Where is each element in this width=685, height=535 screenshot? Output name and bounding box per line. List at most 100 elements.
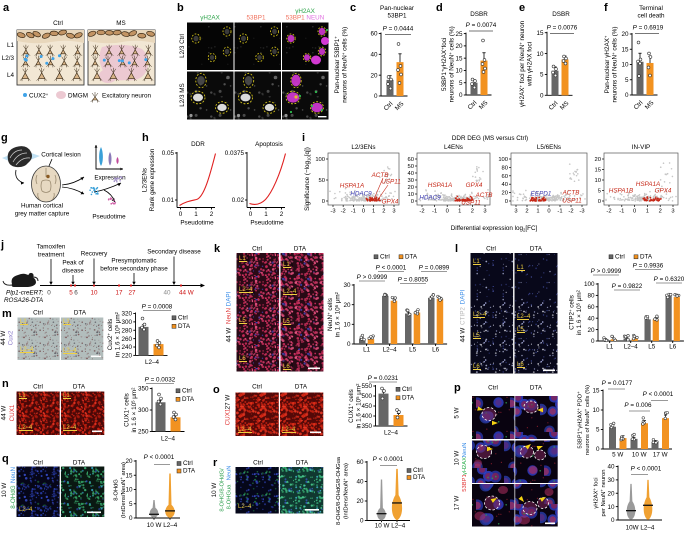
svg-text:20: 20 <box>343 302 351 309</box>
svg-text:10 W L2–4: 10 W L2–4 <box>147 522 178 529</box>
svg-text:8-OHdG: 8-OHdG <box>10 485 17 509</box>
svg-text:NeuN: NeuN <box>462 443 468 458</box>
svg-text:Ctrl: Ctrl <box>178 315 188 322</box>
svg-text:P = 0.0444: P = 0.0444 <box>383 26 414 33</box>
svg-text:2: 2 <box>471 209 474 215</box>
svg-text:L6: L6 <box>283 364 290 370</box>
svg-text:DTA: DTA <box>183 468 196 475</box>
svg-text:P > 0.9999: P > 0.9999 <box>591 268 622 275</box>
svg-text:0.02: 0.02 <box>232 197 245 204</box>
svg-text:DTA: DTA <box>405 254 418 261</box>
svg-text:Ctrl: Ctrl <box>183 460 193 467</box>
svg-text:250: 250 <box>138 429 149 436</box>
svg-text:0.0375: 0.0375 <box>225 150 245 157</box>
svg-text:Ctrl: Ctrl <box>486 246 496 253</box>
svg-text:DTA: DTA <box>295 384 308 391</box>
svg-text:-1: -1 <box>351 209 356 215</box>
svg-text:40: 40 <box>356 479 364 486</box>
svg-text:L2–4: L2–4 <box>238 427 252 433</box>
svg-text:Human cortical: Human cortical <box>21 203 63 210</box>
svg-text:p: p <box>454 382 461 394</box>
svg-text:L1: L1 <box>239 256 246 262</box>
svg-text:60: 60 <box>502 174 508 180</box>
svg-text:treatment: treatment <box>38 252 65 259</box>
svg-text:20: 20 <box>125 458 133 465</box>
svg-text:320: 320 <box>121 311 132 318</box>
svg-text:q: q <box>2 453 9 465</box>
svg-text:P < 0.0001: P < 0.0001 <box>144 454 175 461</box>
svg-text:with γH2AX foci: with γH2AX foci <box>527 42 534 87</box>
svg-text:80: 80 <box>502 165 508 171</box>
svg-text:27: 27 <box>128 290 136 297</box>
svg-text:Pan-nuclear: Pan-nuclear <box>380 5 414 12</box>
svg-text:k: k <box>214 243 221 255</box>
svg-text:GPX4: GPX4 <box>382 199 399 206</box>
svg-text:P = 0.0177: P = 0.0177 <box>602 380 633 387</box>
svg-text:e: e <box>519 2 525 14</box>
svg-text:L1: L1 <box>63 393 70 399</box>
svg-text:300: 300 <box>138 407 149 414</box>
svg-text:CTIP2+ cells: CTIP2+ cells <box>568 295 576 330</box>
svg-text:L5: L5 <box>283 319 290 325</box>
svg-text:L1: L1 <box>63 319 70 325</box>
svg-text:L1: L1 <box>283 262 290 268</box>
svg-text:53BP1 NEUN: 53BP1 NEUN <box>286 15 325 22</box>
svg-text:8-OHdG: 8-OHdG <box>114 479 120 501</box>
svg-text:L2–4: L2–4 <box>473 312 487 318</box>
svg-text:0.05: 0.05 <box>162 150 175 157</box>
svg-text:3: 3 <box>514 209 517 215</box>
svg-text:500: 500 <box>361 393 372 400</box>
svg-text:L1: L1 <box>517 265 524 271</box>
svg-text:5: 5 <box>596 427 600 434</box>
svg-text:-2: -2 <box>341 209 346 215</box>
svg-text:DTA: DTA <box>530 385 543 392</box>
svg-text:10 W: 10 W <box>1 483 8 498</box>
svg-text:DDR DEG (MS versus Ctrl): DDR DEG (MS versus Ctrl) <box>452 135 528 142</box>
svg-text:Peak of: Peak of <box>62 260 84 267</box>
svg-text:cell death: cell death <box>638 13 665 20</box>
svg-text:CUX1+ cells: CUX1+ cells <box>347 389 355 423</box>
svg-text:Tamoxifen: Tamoxifen <box>37 244 66 251</box>
svg-text:ACTB: ACTB <box>371 172 389 179</box>
svg-text:8-OHG/8-OHdG/8-OHGua: 8-OHG/8-OHdG/8-OHGua <box>336 456 342 525</box>
svg-text:ACTB: ACTB <box>562 190 580 197</box>
svg-text:DTA: DTA <box>182 396 195 403</box>
svg-text:44 W: 44 W <box>179 290 194 297</box>
svg-text:44 W: 44 W <box>226 328 233 343</box>
svg-text:l: l <box>455 243 458 255</box>
svg-text:(IntDens/NeuN+ area): (IntDens/NeuN+ area) <box>119 462 127 518</box>
svg-text:0: 0 <box>411 199 414 205</box>
svg-text:10: 10 <box>125 487 133 494</box>
svg-text:Pseudotime: Pseudotime <box>92 214 126 221</box>
svg-text:L2–4: L2–4 <box>283 289 297 295</box>
svg-text:Plp1-creERT;: Plp1-creERT; <box>6 290 43 297</box>
svg-text:0: 0 <box>347 341 351 348</box>
svg-text:MS: MS <box>559 100 571 112</box>
svg-text:0: 0 <box>249 211 253 218</box>
svg-text:10: 10 <box>592 407 600 414</box>
svg-text:ROSA26-DTA: ROSA26-DTA <box>4 297 43 304</box>
svg-text:HDAC9: HDAC9 <box>350 191 372 198</box>
svg-text:Presymptomatic: Presymptomatic <box>111 258 156 265</box>
svg-text:CUX1: CUX1 <box>9 404 16 421</box>
svg-text:5: 5 <box>598 189 601 195</box>
svg-text:-1: -1 <box>557 209 562 215</box>
svg-text:L1: L1 <box>473 259 480 265</box>
svg-text:2: 2 <box>280 211 284 218</box>
svg-text:HSPA1B: HSPA1B <box>609 188 633 195</box>
svg-text:P = 0.0032: P = 0.0032 <box>145 377 176 384</box>
svg-text:40: 40 <box>502 182 508 188</box>
svg-text:30: 30 <box>343 282 351 289</box>
svg-text:γH2AX+ foci per NeuN+ neuron: γH2AX+ foci per NeuN+ neuron <box>518 20 526 107</box>
svg-text:L6: L6 <box>432 347 440 354</box>
svg-text:Ctrl: Ctrl <box>615 254 625 261</box>
svg-text:CTIP2: CTIP2 <box>460 307 467 325</box>
svg-text:0.01: 0.01 <box>162 197 175 204</box>
svg-text:disease: disease <box>62 268 84 275</box>
svg-text:260: 260 <box>121 336 132 343</box>
svg-text:0: 0 <box>505 199 508 205</box>
svg-text:P = 0.0076: P = 0.0076 <box>547 25 578 32</box>
svg-text:L5: L5 <box>409 347 417 354</box>
svg-text:r: r <box>213 457 218 469</box>
svg-text:10: 10 <box>536 51 544 58</box>
